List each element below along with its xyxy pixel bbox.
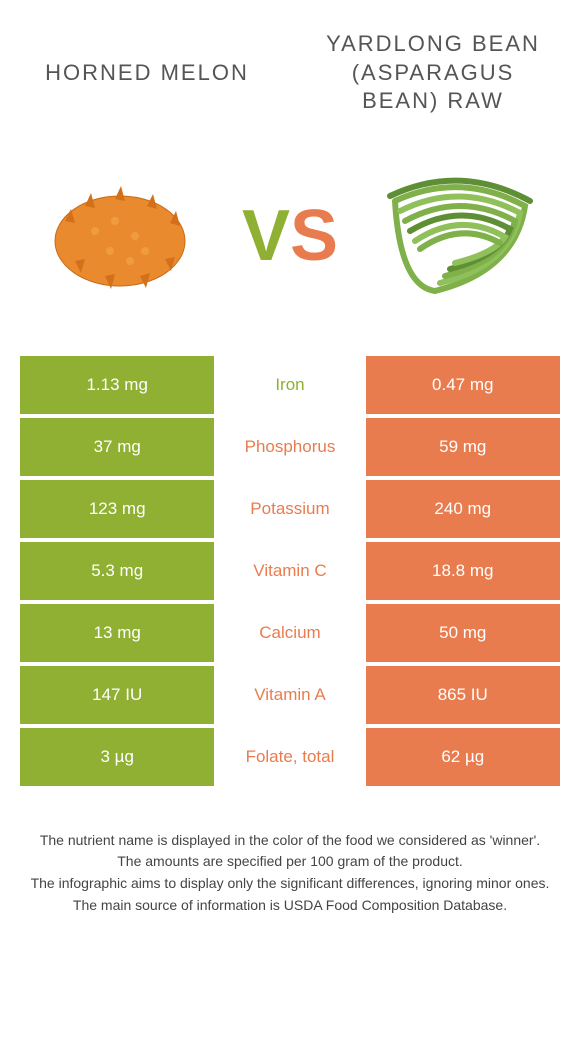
horned-melon-icon bbox=[35, 151, 205, 321]
table-row: 147 IUVitamin A865 IU bbox=[20, 666, 560, 724]
table-row: 1.13 mgIron0.47 mg bbox=[20, 356, 560, 414]
table-row: 3 µgFolate, total62 µg bbox=[20, 728, 560, 786]
right-value-cell: 62 µg bbox=[366, 728, 560, 786]
right-value-cell: 0.47 mg bbox=[366, 356, 560, 414]
right-value-cell: 865 IU bbox=[366, 666, 560, 724]
left-value-cell: 5.3 mg bbox=[20, 542, 214, 600]
left-value-cell: 1.13 mg bbox=[20, 356, 214, 414]
nutrient-name-cell: Iron bbox=[214, 356, 365, 414]
left-value-cell: 123 mg bbox=[20, 480, 214, 538]
right-food-title: Yardlong Bean (Asparagus Bean) Raw bbox=[316, 30, 550, 116]
table-row: 5.3 mgVitamin C18.8 mg bbox=[20, 542, 560, 600]
yardlong-bean-icon bbox=[375, 151, 545, 321]
vs-v: V bbox=[242, 196, 290, 276]
titles-row: Horned Melon Yardlong Bean (Asparagus Be… bbox=[20, 10, 560, 126]
nutrient-name-cell: Potassium bbox=[214, 480, 365, 538]
vs-label: VS bbox=[242, 200, 338, 272]
left-value-cell: 13 mg bbox=[20, 604, 214, 662]
nutrient-name-cell: Folate, total bbox=[214, 728, 365, 786]
footer-line-4: The main source of information is USDA F… bbox=[25, 895, 555, 917]
right-value-cell: 18.8 mg bbox=[366, 542, 560, 600]
right-value-cell: 50 mg bbox=[366, 604, 560, 662]
images-row: VS bbox=[20, 126, 560, 356]
table-row: 13 mgCalcium50 mg bbox=[20, 604, 560, 662]
table-row: 123 mgPotassium240 mg bbox=[20, 480, 560, 538]
left-value-cell: 147 IU bbox=[20, 666, 214, 724]
nutrient-table: 1.13 mgIron0.47 mg37 mgPhosphorus59 mg12… bbox=[20, 356, 560, 786]
left-value-cell: 3 µg bbox=[20, 728, 214, 786]
infographic-container: Horned Melon Yardlong Bean (Asparagus Be… bbox=[0, 0, 580, 1054]
footer-line-1: The nutrient name is displayed in the co… bbox=[25, 830, 555, 852]
vs-s: S bbox=[290, 196, 338, 276]
right-value-cell: 59 mg bbox=[366, 418, 560, 476]
footer-line-2: The amounts are specified per 100 gram o… bbox=[25, 851, 555, 873]
left-food-title: Horned Melon bbox=[30, 59, 264, 88]
nutrient-name-cell: Vitamin A bbox=[214, 666, 365, 724]
left-value-cell: 37 mg bbox=[20, 418, 214, 476]
right-food-image bbox=[370, 146, 550, 326]
nutrient-name-cell: Phosphorus bbox=[214, 418, 365, 476]
footer-line-3: The infographic aims to display only the… bbox=[25, 873, 555, 895]
left-food-image bbox=[30, 146, 210, 326]
table-row: 37 mgPhosphorus59 mg bbox=[20, 418, 560, 476]
footer-notes: The nutrient name is displayed in the co… bbox=[20, 790, 560, 927]
nutrient-name-cell: Calcium bbox=[214, 604, 365, 662]
right-value-cell: 240 mg bbox=[366, 480, 560, 538]
nutrient-name-cell: Vitamin C bbox=[214, 542, 365, 600]
